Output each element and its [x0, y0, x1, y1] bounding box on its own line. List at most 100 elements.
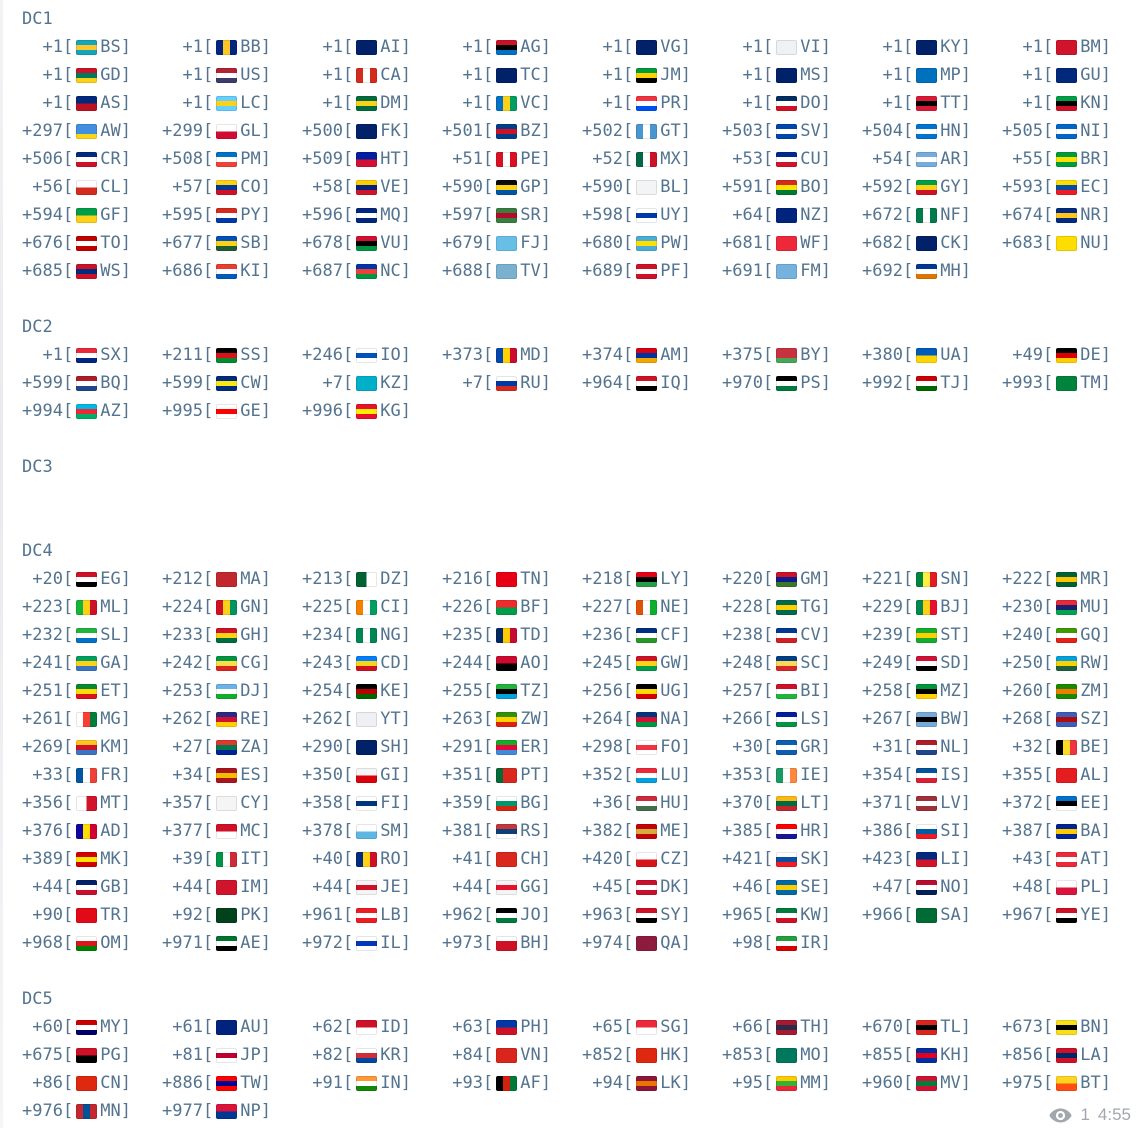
phone-code-entry[interactable]: +246[IO] [302, 341, 442, 369]
phone-code-entry[interactable]: +1[JM] [582, 61, 722, 89]
phone-code-entry[interactable]: +1[AI] [302, 33, 442, 61]
phone-code-entry[interactable]: +290[SH] [302, 733, 442, 761]
phone-code-entry[interactable]: +373[MD] [442, 341, 582, 369]
phone-code-entry[interactable]: +994[AZ] [22, 397, 162, 425]
phone-code-entry[interactable]: +672[NF] [862, 201, 1002, 229]
phone-code-entry[interactable]: +590[BL] [582, 173, 722, 201]
phone-code-entry[interactable]: +688[TV] [442, 257, 582, 285]
phone-code-entry[interactable]: +965[KW] [722, 901, 862, 929]
phone-code-entry[interactable]: +250[RW] [1002, 649, 1142, 677]
phone-code-entry[interactable]: +357[CY] [162, 789, 302, 817]
phone-code-entry[interactable]: +244[AO] [442, 649, 582, 677]
phone-code-entry[interactable]: +970[PS] [722, 369, 862, 397]
phone-code-entry[interactable]: +675[PG] [22, 1041, 162, 1069]
phone-code-entry[interactable]: +501[BZ] [442, 117, 582, 145]
phone-code-entry[interactable]: +976[MN] [22, 1097, 162, 1125]
phone-code-entry[interactable]: +44[GG] [442, 873, 582, 901]
phone-code-entry[interactable]: +95[MM] [722, 1069, 862, 1097]
phone-code-entry[interactable]: +590[GP] [442, 173, 582, 201]
phone-code-entry[interactable]: +682[CK] [862, 229, 1002, 257]
phone-code-entry[interactable]: +683[NU] [1002, 229, 1142, 257]
phone-code-entry[interactable]: +57[CO] [162, 173, 302, 201]
phone-code-entry[interactable]: +44[IM] [162, 873, 302, 901]
phone-code-entry[interactable]: +268[SZ] [1002, 705, 1142, 733]
phone-code-entry[interactable]: +98[IR] [722, 929, 862, 957]
phone-code-entry[interactable]: +262[YT] [302, 705, 442, 733]
phone-code-entry[interactable]: +855[KH] [862, 1041, 1002, 1069]
phone-code-entry[interactable]: +45[DK] [582, 873, 722, 901]
phone-code-entry[interactable]: +1[KN] [1002, 89, 1142, 117]
phone-code-entry[interactable]: +90[TR] [22, 901, 162, 929]
phone-code-entry[interactable]: +255[TZ] [442, 677, 582, 705]
phone-code-entry[interactable]: +355[AL] [1002, 761, 1142, 789]
phone-code-entry[interactable]: +1[GD] [22, 61, 162, 89]
phone-code-entry[interactable]: +7[KZ] [302, 369, 442, 397]
phone-code-entry[interactable]: +240[GQ] [1002, 621, 1142, 649]
phone-code-entry[interactable]: +54[AR] [862, 145, 1002, 173]
phone-code-entry[interactable]: +852[HK] [582, 1041, 722, 1069]
phone-code-entry[interactable]: +248[SC] [722, 649, 862, 677]
phone-code-entry[interactable]: +597[SR] [442, 201, 582, 229]
phone-code-entry[interactable]: +352[LU] [582, 761, 722, 789]
phone-code-entry[interactable]: +34[ES] [162, 761, 302, 789]
phone-code-entry[interactable]: +39[IT] [162, 845, 302, 873]
phone-code-entry[interactable]: +680[PW] [582, 229, 722, 257]
phone-code-entry[interactable]: +351[PT] [442, 761, 582, 789]
phone-code-entry[interactable]: +372[EE] [1002, 789, 1142, 817]
phone-code-entry[interactable]: +49[DE] [1002, 341, 1142, 369]
phone-code-entry[interactable]: +1[VC] [442, 89, 582, 117]
phone-code-entry[interactable]: +1[VG] [582, 33, 722, 61]
phone-code-entry[interactable]: +960[MV] [862, 1069, 1002, 1097]
phone-code-entry[interactable]: +679[FJ] [442, 229, 582, 257]
phone-code-entry[interactable]: +216[TN] [442, 565, 582, 593]
phone-code-entry[interactable]: +230[MU] [1002, 593, 1142, 621]
phone-code-entry[interactable]: +387[BA] [1002, 817, 1142, 845]
phone-code-entry[interactable]: +678[VU] [302, 229, 442, 257]
phone-code-entry[interactable]: +7[RU] [442, 369, 582, 397]
phone-code-entry[interactable]: +509[HT] [302, 145, 442, 173]
dc-group-title[interactable]: DC1 [22, 9, 53, 29]
phone-code-entry[interactable]: +27[ZA] [162, 733, 302, 761]
phone-code-entry[interactable]: +961[LB] [302, 901, 442, 929]
phone-code-entry[interactable]: +58[VE] [302, 173, 442, 201]
phone-code-entry[interactable]: +65[SG] [582, 1013, 722, 1041]
phone-code-entry[interactable]: +31[NL] [862, 733, 1002, 761]
phone-code-entry[interactable]: +354[IS] [862, 761, 1002, 789]
phone-code-entry[interactable]: +269[KM] [22, 733, 162, 761]
phone-code-entry[interactable]: +257[BI] [722, 677, 862, 705]
phone-code-entry[interactable]: +20[EG] [22, 565, 162, 593]
phone-code-entry[interactable]: +1[MP] [862, 61, 1002, 89]
phone-code-entry[interactable]: +62[ID] [302, 1013, 442, 1041]
phone-code-entry[interactable]: +370[LT] [722, 789, 862, 817]
phone-code-entry[interactable]: +963[SY] [582, 901, 722, 929]
phone-code-entry[interactable]: +242[CG] [162, 649, 302, 677]
phone-code-entry[interactable]: +53[CU] [722, 145, 862, 173]
phone-code-entry[interactable]: +232[SL] [22, 621, 162, 649]
phone-code-entry[interactable]: +886[TW] [162, 1069, 302, 1097]
phone-code-entry[interactable]: +238[CV] [722, 621, 862, 649]
phone-code-entry[interactable]: +91[IN] [302, 1069, 442, 1097]
phone-code-entry[interactable]: +52[MX] [582, 145, 722, 173]
phone-code-entry[interactable]: +222[MR] [1002, 565, 1142, 593]
phone-code-entry[interactable]: +386[SI] [862, 817, 1002, 845]
phone-code-entry[interactable]: +223[ML] [22, 593, 162, 621]
phone-code-entry[interactable]: +378[SM] [302, 817, 442, 845]
phone-code-entry[interactable]: +46[SE] [722, 873, 862, 901]
phone-code-entry[interactable]: +241[GA] [22, 649, 162, 677]
phone-code-entry[interactable]: +211[SS] [162, 341, 302, 369]
phone-code-entry[interactable]: +1[DO] [722, 89, 862, 117]
phone-code-entry[interactable]: +995[GE] [162, 397, 302, 425]
phone-code-entry[interactable]: +36[HU] [582, 789, 722, 817]
phone-code-entry[interactable]: +1[DM] [302, 89, 442, 117]
phone-code-entry[interactable]: +350[GI] [302, 761, 442, 789]
phone-code-entry[interactable]: +256[UG] [582, 677, 722, 705]
phone-code-entry[interactable]: +1[AG] [442, 33, 582, 61]
phone-code-entry[interactable]: +228[TG] [722, 593, 862, 621]
phone-code-entry[interactable]: +262[RE] [162, 705, 302, 733]
phone-code-entry[interactable]: +676[TO] [22, 229, 162, 257]
phone-code-entry[interactable]: +234[NG] [302, 621, 442, 649]
phone-code-entry[interactable]: +973[BH] [442, 929, 582, 957]
phone-code-entry[interactable]: +382[ME] [582, 817, 722, 845]
phone-code-entry[interactable]: +594[GF] [22, 201, 162, 229]
phone-code-entry[interactable]: +377[MC] [162, 817, 302, 845]
